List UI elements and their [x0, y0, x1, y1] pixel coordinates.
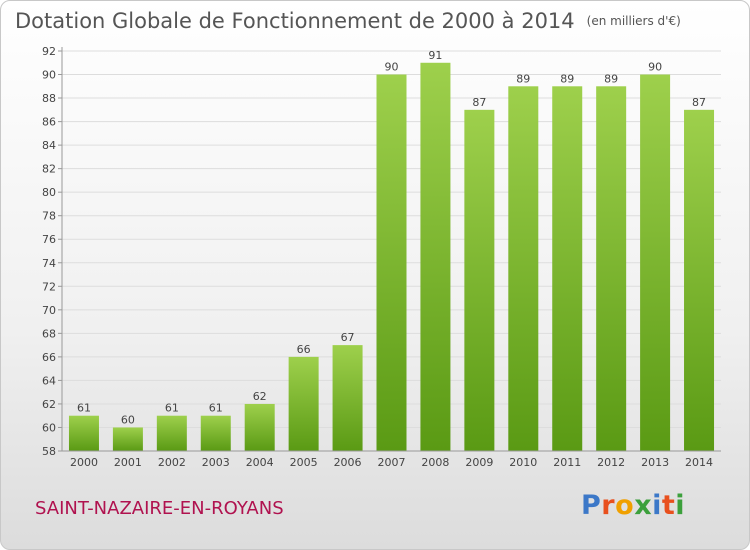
data-label: 61 [209, 402, 223, 415]
data-label: 89 [604, 72, 618, 85]
y-tick-label: 80 [42, 186, 56, 199]
bar [508, 86, 539, 451]
data-label: 90 [648, 61, 662, 74]
commune-name: SAINT-NAZAIRE-EN-ROYANS [35, 498, 284, 519]
data-label: 90 [385, 61, 399, 74]
data-label: 67 [341, 331, 355, 344]
logo-letter: r [601, 490, 616, 521]
x-tick-label: 2011 [553, 456, 581, 469]
data-label: 62 [253, 390, 267, 403]
x-tick-label: 2003 [202, 456, 230, 469]
x-tick-label: 2014 [685, 456, 713, 469]
y-tick-label: 90 [42, 69, 56, 82]
data-label: 87 [692, 96, 706, 109]
logo-letter: x [634, 490, 653, 521]
y-tick-label: 74 [42, 257, 56, 270]
proxiti-logo: Proxiti [581, 490, 685, 521]
y-tick-label: 82 [42, 163, 56, 176]
y-tick-label: 78 [42, 210, 56, 223]
y-tick-label: 72 [42, 280, 56, 293]
y-tick-label: 58 [42, 445, 56, 458]
x-tick-label: 2007 [378, 456, 406, 469]
x-tick-label: 2001 [114, 456, 142, 469]
bar [640, 74, 671, 451]
x-tick-label: 2010 [509, 456, 537, 469]
data-label: 89 [560, 72, 574, 85]
chart-title-text: Dotation Globale de Fonctionnement de 20… [15, 9, 575, 33]
bar [244, 403, 275, 451]
bar [332, 345, 363, 451]
bar [552, 86, 583, 451]
y-tick-label: 88 [42, 92, 56, 105]
data-label: 91 [428, 49, 442, 62]
x-tick-label: 2008 [421, 456, 449, 469]
y-tick-label: 86 [42, 116, 56, 129]
bar [596, 86, 627, 451]
bar [420, 62, 451, 451]
y-tick-label: 64 [42, 374, 56, 387]
y-tick-label: 70 [42, 304, 56, 317]
bar [68, 415, 99, 451]
y-tick-label: 76 [42, 233, 56, 246]
bar [112, 427, 143, 451]
bar [684, 109, 715, 451]
y-tick-label: 92 [42, 45, 56, 58]
bar [200, 415, 231, 451]
x-tick-label: 2004 [246, 456, 274, 469]
logo-letter: P [581, 490, 602, 521]
data-label: 66 [297, 343, 311, 356]
chart-title: Dotation Globale de Fonctionnement de 20… [15, 9, 681, 33]
x-tick-label: 2006 [334, 456, 362, 469]
x-axis: 2000 2001 2002 2003 2004 2005 2006 2007 2008 2009… [62, 450, 721, 469]
x-tick-label: 2009 [465, 456, 493, 469]
bars: 61 60 61 61 62 66 67 90 91 87 89 89 89 90 87 [68, 49, 715, 451]
y-tick-label: 60 [42, 421, 56, 434]
bar [376, 74, 407, 451]
logo-letter: t [661, 490, 676, 521]
chart-unit: (en milliers d'€) [586, 14, 681, 28]
logo-letter: i [652, 490, 662, 521]
y-tick-label: 66 [42, 351, 56, 364]
logo-letter: o [615, 490, 635, 521]
y-tick-label: 62 [42, 398, 56, 411]
x-tick-label: 2005 [290, 456, 318, 469]
x-tick-label: 2013 [641, 456, 669, 469]
x-tick-label: 2012 [597, 456, 625, 469]
x-tick-label: 2000 [70, 456, 98, 469]
data-label: 89 [516, 72, 530, 85]
y-tick-label: 68 [42, 327, 56, 340]
y-axis: 58 60 62 64 66 68 70 72 74 76 78 80 82 84 86 88 90 92 [42, 45, 63, 458]
bar [288, 356, 319, 451]
data-label: 87 [472, 96, 486, 109]
data-label: 61 [77, 402, 91, 415]
data-label: 61 [165, 402, 179, 415]
data-label: 60 [121, 413, 135, 426]
x-tick-label: 2002 [158, 456, 186, 469]
y-tick-label: 84 [42, 139, 56, 152]
bar [156, 415, 187, 451]
logo-letter: i [675, 490, 686, 521]
bar [464, 109, 495, 451]
